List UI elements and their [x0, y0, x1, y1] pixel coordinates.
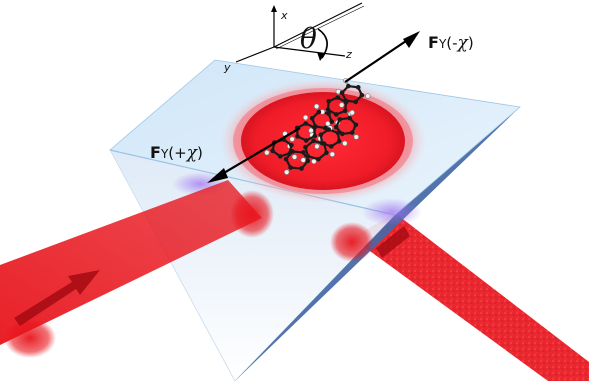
force-arrow-plus-head	[207, 168, 228, 183]
force-arrow-minus	[344, 31, 420, 83]
reflected-laser-beam	[352, 213, 589, 381]
prism-right-face	[235, 107, 520, 381]
chiral-molecule-icon	[264, 77, 371, 175]
reflected-beam-entry	[330, 222, 410, 262]
laser-spot	[220, 79, 426, 203]
force-label-plus-chi: χ	[186, 143, 199, 163]
incident-laser-beam	[0, 180, 274, 358]
force-label-minus-chi: χ	[457, 33, 470, 53]
force-label-minus: FY(-χ)	[428, 33, 474, 53]
force-label-plus-sub: Y	[160, 147, 169, 161]
reflected-beam-arrow-icon	[376, 226, 410, 258]
axis-z-label: z	[345, 48, 352, 61]
force-arrow-plus	[207, 127, 301, 183]
force-label-plus-f: F	[150, 143, 161, 162]
force-label-minus-f: F	[428, 33, 439, 52]
force-label-plus: FY(+χ)	[150, 143, 203, 163]
force-label-plus-close: )	[197, 144, 203, 162]
beam-direction-arrow-icon	[14, 270, 100, 326]
axis-y-label: y	[223, 61, 231, 74]
force-label-minus-close: )	[468, 34, 474, 52]
theta-label: θ	[300, 22, 317, 55]
force-label-minus-paren: (-	[446, 34, 457, 52]
force-arrow-minus-head	[403, 31, 420, 48]
force-label-minus-sub: Y	[438, 37, 447, 51]
force-label-plus-paren: (+	[168, 144, 186, 162]
axis-x-label: x	[280, 9, 288, 22]
coordinate-axes-icon: x y z θ	[223, 2, 365, 74]
